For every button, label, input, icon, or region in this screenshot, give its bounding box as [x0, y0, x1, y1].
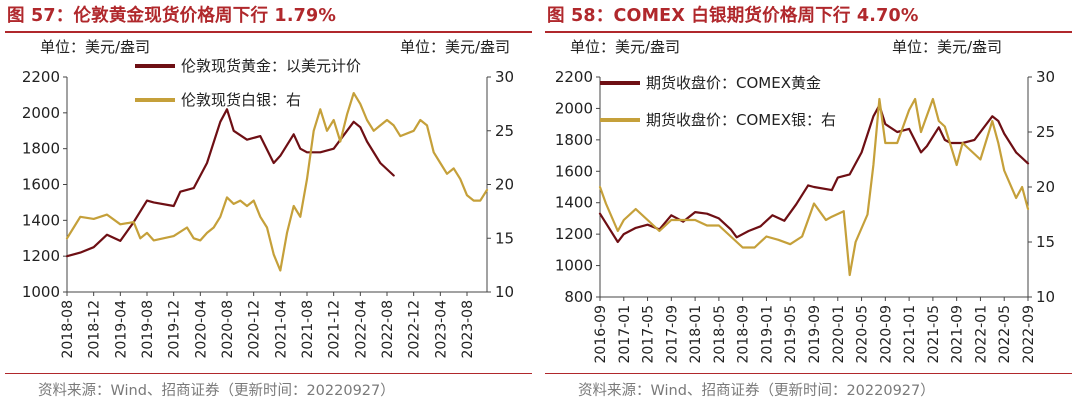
chart-title: 图 58：COMEX 白银期货价格周下行 4.70% [547, 6, 919, 26]
x-tick-label: 2018-09 [736, 305, 752, 364]
y-left-tick-label: 1800 [555, 131, 593, 149]
y-left-tick-label: 1600 [555, 162, 593, 180]
y-right-tick-label: 10 [495, 283, 514, 301]
y-left-tick-label: 1200 [555, 225, 593, 243]
x-tick-label: 2022-01 [973, 305, 989, 364]
right-unit-label: 单位：美元/盎司 [400, 38, 510, 56]
left-unit-label: 单位：美元/盎司 [40, 38, 150, 56]
chart-source: 资料来源：Wind、招商证券（更新时间：20220927） [578, 383, 935, 399]
x-tick-label: 2018-01 [688, 305, 704, 364]
x-tick-label: 2019-05 [783, 305, 799, 364]
x-tick-label: 2020-08 [220, 300, 236, 359]
legend-label: 期货收盘价：COMEX银：右 [646, 111, 836, 129]
source-divider [5, 373, 532, 374]
y-left-tick-label: 1000 [22, 283, 60, 301]
x-tick-label: 2021-05 [926, 305, 942, 364]
y-right-tick-label: 30 [495, 68, 514, 86]
x-tick-label: 2021-12 [327, 300, 343, 359]
y-right-tick-label: 10 [1036, 288, 1055, 306]
x-tick-label: 2017-01 [617, 305, 633, 364]
x-tick-label: 2019-04 [113, 300, 129, 359]
x-tick-label: 2020-01 [831, 305, 847, 364]
x-tick-label: 2022-08 [380, 300, 396, 359]
legend-label: 期货收盘价：COMEX黄金 [646, 74, 821, 92]
x-tick-label: 2016-09 [593, 305, 609, 364]
y-left-tick-label: 2200 [22, 68, 60, 86]
y-left-tick-label: 1200 [22, 247, 60, 265]
chart-plot: 单位：美元/盎司 单位：美元/盎司 1000 1200 1400 1600 1800 2000… [22, 38, 514, 359]
chart-title: 图 57：伦敦黄金现货价格周下行 1.79% [7, 6, 337, 26]
y-right-tick-label: 15 [495, 229, 514, 247]
x-tick-label: 2021-01 [902, 305, 918, 364]
y-left-tick-label: 1400 [555, 194, 593, 212]
x-tick-label: 2018-08 [60, 300, 76, 359]
x-tick-label: 2020-05 [855, 305, 871, 364]
chart-plot: 单位：美元/盎司 单位：美元/盎司 800 1000 1200 1400 1600 1800 2… [555, 38, 1055, 364]
y-left-tick-label: 800 [564, 288, 593, 306]
chart-panel-gold: 图 57：伦敦黄金现货价格周下行 1.79% 单位：美元/盎司 单位：美元/盎司 1… [5, 6, 532, 399]
y-left-tick-label: 1600 [22, 176, 60, 194]
x-tick-label: 2022-12 [407, 300, 423, 359]
x-tick-label: 2022-04 [353, 300, 369, 359]
x-tick-label: 2017-05 [641, 305, 657, 364]
right-unit-label: 单位：美元/盎司 [892, 38, 1002, 56]
x-tick-label: 2017-09 [664, 305, 680, 364]
x-tick-label: 2021-04 [273, 300, 289, 359]
chart-source: 资料来源：Wind、招商证券（更新时间：20220927） [38, 383, 395, 399]
x-tick-label: 2021-09 [950, 305, 966, 364]
series-line-gold [65, 108, 395, 258]
left-unit-label: 单位：美元/盎司 [570, 38, 680, 56]
x-tick-label: 2023-08 [460, 300, 476, 359]
y-left-tick-label: 1400 [22, 211, 60, 229]
y-right-tick-label: 30 [1036, 68, 1055, 86]
x-tick-label: 2020-12 [247, 300, 263, 359]
series-line-silver [598, 97, 1030, 277]
x-tick-label: 2019-12 [167, 300, 183, 359]
y-right-tick-label: 25 [495, 122, 514, 140]
x-tick-label: 2022-09 [1021, 305, 1037, 364]
x-tick-label: 2021-08 [300, 300, 316, 359]
legend-label: 伦敦现货白银：右 [181, 91, 301, 109]
x-tick-label: 2018-12 [87, 300, 103, 359]
source-divider [545, 373, 1072, 374]
legend-label: 伦敦现货黄金：以美元计价 [181, 57, 361, 75]
y-right-tick-label: 20 [495, 176, 514, 194]
y-left-tick-label: 1000 [555, 257, 593, 275]
x-tick-label: 2023-04 [433, 300, 449, 359]
chart-panel-silver: 图 58：COMEX 白银期货价格周下行 4.70% 单位：美元/盎司 单位：美元… [540, 0, 1080, 412]
x-tick-label: 2019-08 [140, 300, 156, 359]
series-line-silver [65, 91, 489, 272]
title-divider [545, 31, 1072, 33]
y-right-tick-label: 25 [1036, 123, 1055, 141]
y-right-tick-label: 15 [1036, 233, 1055, 251]
y-right-tick-label: 20 [1036, 178, 1055, 196]
x-tick-label: 2019-01 [759, 305, 775, 364]
title-divider [5, 31, 532, 33]
x-tick-label: 2020-09 [878, 305, 894, 364]
x-tick-label: 2020-04 [193, 300, 209, 359]
y-left-tick-label: 2000 [555, 99, 593, 117]
y-left-tick-label: 2000 [22, 104, 60, 122]
x-tick-label: 2019-09 [807, 305, 823, 364]
y-left-tick-label: 1800 [22, 140, 60, 158]
x-tick-label: 2018-05 [712, 305, 728, 364]
y-left-tick-label: 2200 [555, 68, 593, 86]
x-tick-label: 2022-05 [997, 305, 1013, 364]
